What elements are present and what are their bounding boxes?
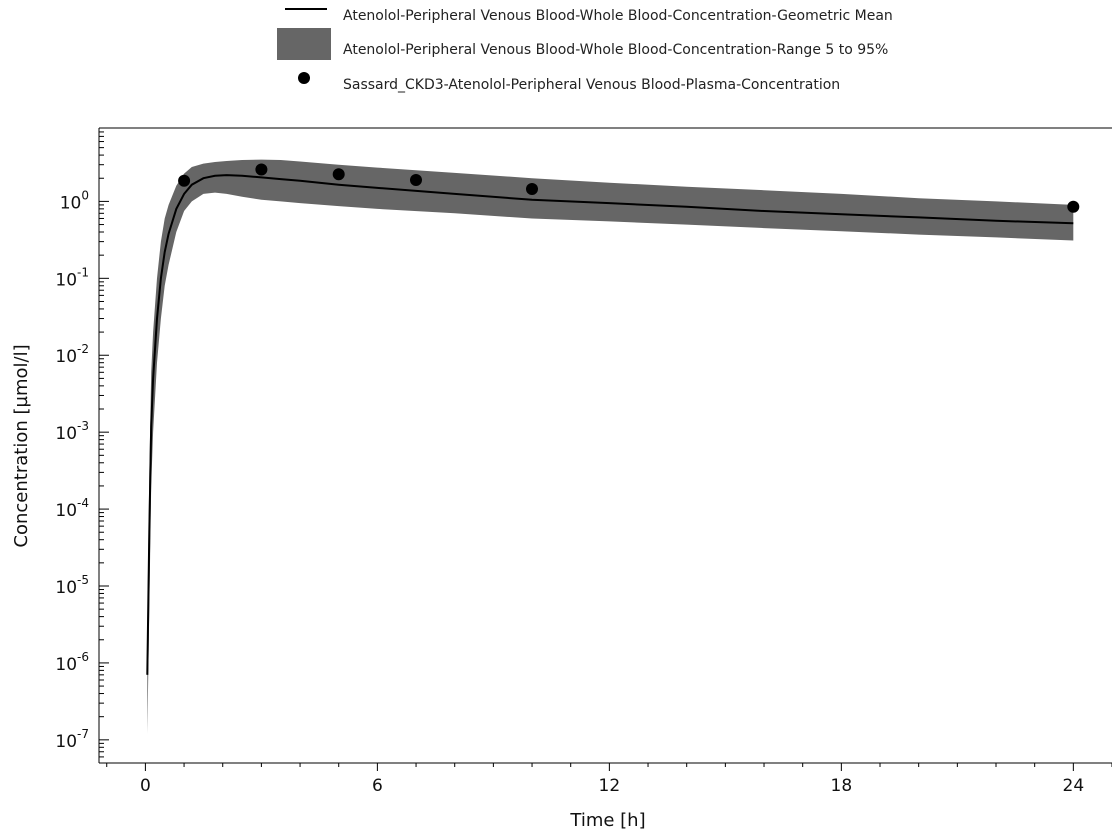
- range-band: [147, 160, 1073, 734]
- observed-point: [410, 174, 422, 186]
- y-tick-label: 10-6: [55, 650, 89, 675]
- legend-label-geometric-mean: Atenolol-Peripheral Venous Blood-Whole B…: [343, 8, 893, 24]
- x-tick-label: 0: [140, 776, 151, 796]
- observed-point: [1067, 201, 1079, 213]
- x-tick-label: 24: [1063, 776, 1085, 796]
- legend-label-range: Atenolol-Peripheral Venous Blood-Whole B…: [343, 42, 888, 58]
- observed-point: [333, 168, 345, 180]
- y-tick-label: 10-5: [55, 573, 89, 598]
- legend-label-observed: Sassard_CKD3-Atenolol-Peripheral Venous …: [343, 77, 840, 93]
- y-ticks: 100 10-1 10-2 10-3 10-4 10-5 10-6 10-7: [55, 128, 109, 763]
- y-axis-title: Concentration [µmol/l]: [11, 344, 32, 547]
- observed-point: [526, 183, 538, 195]
- legend: Atenolol-Peripheral Venous Blood-Whole B…: [277, 8, 893, 93]
- plot-area: [147, 160, 1079, 734]
- x-tick-label: 18: [831, 776, 853, 796]
- x-tick-label: 6: [372, 776, 383, 796]
- y-tick-label: 10-2: [55, 342, 89, 367]
- legend-point-swatch: [298, 72, 310, 84]
- legend-band-swatch: [277, 28, 331, 60]
- y-tick-label: 10-1: [55, 265, 89, 290]
- y-tick-label: 100: [60, 188, 89, 213]
- x-tick-label: 12: [599, 776, 621, 796]
- y-tick-label: 10-3: [55, 419, 89, 444]
- x-ticks: 0 6 12 18 24: [107, 763, 1112, 796]
- observed-point: [178, 175, 190, 187]
- geometric-mean-line: [147, 175, 1073, 675]
- y-tick-label: 10-7: [55, 727, 89, 752]
- y-tick-label: 10-4: [55, 496, 89, 521]
- observed-point: [255, 164, 267, 176]
- x-axis-title: Time [h]: [569, 810, 645, 831]
